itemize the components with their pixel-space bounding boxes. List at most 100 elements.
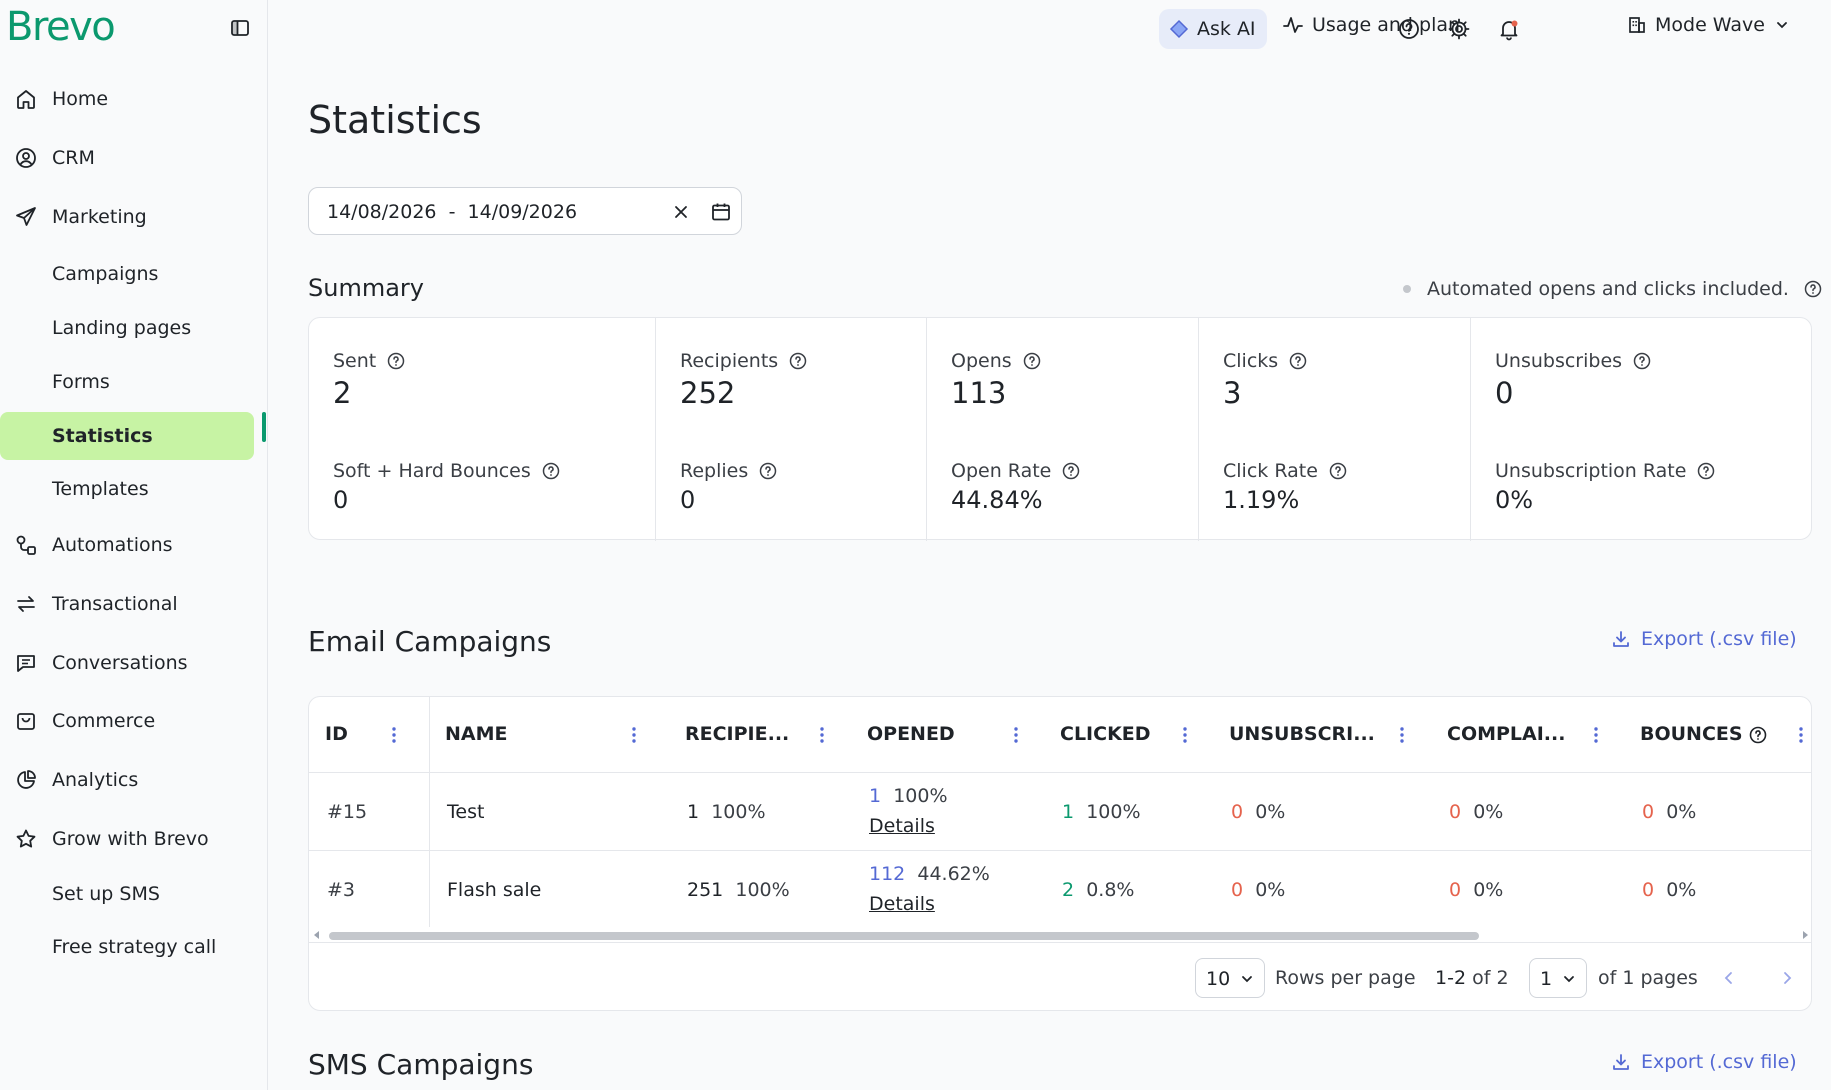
help-icon[interactable]	[1803, 279, 1823, 299]
help-icon[interactable]	[1748, 725, 1768, 745]
clear-date-icon[interactable]	[669, 200, 693, 224]
help-icon[interactable]	[1696, 461, 1716, 481]
help-icon[interactable]	[1632, 351, 1652, 371]
help-icon[interactable]	[386, 351, 406, 371]
ask-ai-button[interactable]: Ask AI	[1159, 9, 1267, 49]
table-row[interactable]: #3 Flash sale 251 100% 112 44.62% Detail…	[309, 851, 1811, 929]
chevron-down-icon	[1777, 22, 1787, 29]
pagination: 10 Rows per page 1-2 of 2 1 of 1 pages	[309, 944, 1811, 1010]
sidebar-item-crm[interactable]: CRM	[0, 134, 268, 182]
metric-unsubscribes: Unsubscribes 0 Unsubscription Rate 0%	[1470, 318, 1812, 541]
notification-bell-icon[interactable]	[1497, 17, 1521, 41]
metric-sub-value: 44.84%	[951, 486, 1043, 514]
sidebar-item-free-strategy-call[interactable]: Free strategy call	[0, 923, 268, 971]
account-name: Mode Wave	[1655, 14, 1765, 36]
help-icon[interactable]	[1397, 17, 1421, 41]
sidebar-item-marketing[interactable]: Marketing	[0, 193, 268, 241]
column-menu-icon[interactable]	[1007, 725, 1025, 745]
opened-details-link[interactable]: Details	[869, 893, 935, 915]
help-icon[interactable]	[758, 461, 778, 481]
column-divider	[429, 697, 430, 927]
page-select[interactable]: 1	[1529, 958, 1587, 998]
column-menu-icon[interactable]	[1587, 725, 1605, 745]
help-icon[interactable]	[1328, 461, 1348, 481]
cell-recipients: 1 100%	[687, 801, 766, 823]
scrollbar-thumb[interactable]	[329, 932, 1479, 940]
sidebar-item-forms[interactable]: Forms	[0, 358, 268, 406]
calendar-icon[interactable]	[709, 200, 733, 224]
cell-recipients: 251 100%	[687, 879, 790, 901]
help-icon[interactable]	[541, 461, 561, 481]
cell-id: #15	[327, 801, 368, 823]
brevo-logo[interactable]: Brevo	[6, 4, 116, 50]
top-bar: Ask AI Usage and plan Mode Wave	[269, 0, 1831, 58]
column-menu-icon[interactable]	[625, 725, 643, 745]
sidebar-item-campaigns[interactable]: Campaigns	[0, 250, 268, 298]
sidebar-item-landing-pages[interactable]: Landing pages	[0, 304, 268, 352]
cell-bounces: 0 0%	[1642, 879, 1697, 901]
date-range-picker[interactable]: 14/08/2026 - 14/09/2026	[308, 187, 742, 235]
sidebar-item-templates[interactable]: Templates	[0, 465, 268, 513]
table-row[interactable]: #15 Test 1 100% 1 100% Details 1 100% 0 …	[309, 773, 1811, 851]
activity-icon	[1283, 17, 1303, 33]
previous-page-chevron-icon[interactable]	[1717, 966, 1741, 990]
account-menu[interactable]: Mode Wave	[1627, 14, 1789, 36]
column-menu-icon[interactable]	[385, 725, 403, 745]
next-page-chevron-icon[interactable]	[1775, 966, 1799, 990]
help-icon[interactable]	[1022, 351, 1042, 371]
cell-clicked: 2 0.8%	[1062, 879, 1135, 901]
summary-card: Sent 2 Soft + Hard Bounces 0 Recipients …	[308, 317, 1812, 541]
column-menu-icon[interactable]	[1393, 725, 1411, 745]
sidebar-item-grow-with-brevo[interactable]: Grow with Brevo	[0, 815, 268, 863]
opened-details-link[interactable]: Details	[869, 815, 935, 837]
download-icon	[1613, 631, 1629, 647]
cell-clicked: 1 100%	[1062, 801, 1141, 823]
sidebar-item-commerce[interactable]: Commerce	[0, 697, 268, 745]
column-menu-icon[interactable]	[1792, 725, 1810, 745]
column-header-id[interactable]: ID	[309, 697, 429, 773]
cell-complaints: 0 0%	[1449, 879, 1504, 901]
sidebar-collapse-icon[interactable]	[230, 18, 250, 38]
sidebar-item-transactional[interactable]: Transactional	[0, 580, 268, 628]
page-title: Statistics	[308, 98, 482, 142]
automated-note: Automated opens and clicks included.	[1403, 278, 1823, 300]
sidebar-item-home[interactable]: Home	[0, 75, 268, 123]
sidebar-item-analytics[interactable]: Analytics	[0, 756, 268, 804]
column-header-opened[interactable]: OPENED	[851, 697, 1044, 773]
horizontal-scrollbar[interactable]	[309, 927, 1811, 943]
column-header-clicked[interactable]: CLICKED	[1044, 697, 1213, 773]
column-header-complaints[interactable]: COMPLAI...	[1431, 697, 1624, 773]
status-dot	[1403, 285, 1411, 293]
column-menu-icon[interactable]	[1176, 725, 1194, 745]
sidebar-item-set-up-sms[interactable]: Set up SMS	[0, 870, 268, 918]
help-icon[interactable]	[1288, 351, 1308, 371]
export-email-csv-link[interactable]: Export (.csv file)	[1611, 628, 1797, 650]
help-icon[interactable]	[788, 351, 808, 371]
settings-gear-icon[interactable]	[1447, 17, 1471, 41]
rows-per-page-select[interactable]: 10	[1195, 958, 1265, 998]
column-menu-icon[interactable]	[813, 725, 831, 745]
cell-unsubscribes: 0 0%	[1231, 801, 1286, 823]
sidebar-item-label: Campaigns	[52, 263, 159, 285]
sidebar-item-statistics[interactable]: Statistics	[0, 412, 268, 460]
active-highlight	[0, 412, 254, 460]
metric-value: 0	[1495, 376, 1514, 410]
metric-value: 113	[951, 376, 1007, 410]
scroll-right-arrow-icon[interactable]	[1803, 931, 1808, 939]
column-header-name[interactable]: NAME	[429, 697, 669, 773]
usage-and-plan-button[interactable]: Usage and plan	[1282, 14, 1460, 36]
column-header-bounces[interactable]: BOUNCES	[1624, 697, 1811, 773]
chat-icon	[14, 651, 38, 675]
automation-icon	[14, 533, 38, 557]
column-header-unsubscribes[interactable]: UNSUBSCRI...	[1213, 697, 1431, 773]
sidebar-item-automations[interactable]: Automations	[0, 521, 268, 569]
cell-name[interactable]: Test	[447, 801, 485, 823]
sidebar-item-label: Marketing	[52, 206, 147, 228]
sidebar-item-label: Commerce	[52, 710, 156, 732]
cell-name[interactable]: Flash sale	[447, 879, 542, 901]
column-header-recipients[interactable]: RECIPIE...	[669, 697, 851, 773]
scroll-left-arrow-icon[interactable]	[314, 931, 319, 939]
help-icon[interactable]	[1061, 461, 1081, 481]
export-sms-csv-link[interactable]: Export (.csv file)	[1611, 1051, 1797, 1073]
sidebar-item-conversations[interactable]: Conversations	[0, 639, 268, 687]
